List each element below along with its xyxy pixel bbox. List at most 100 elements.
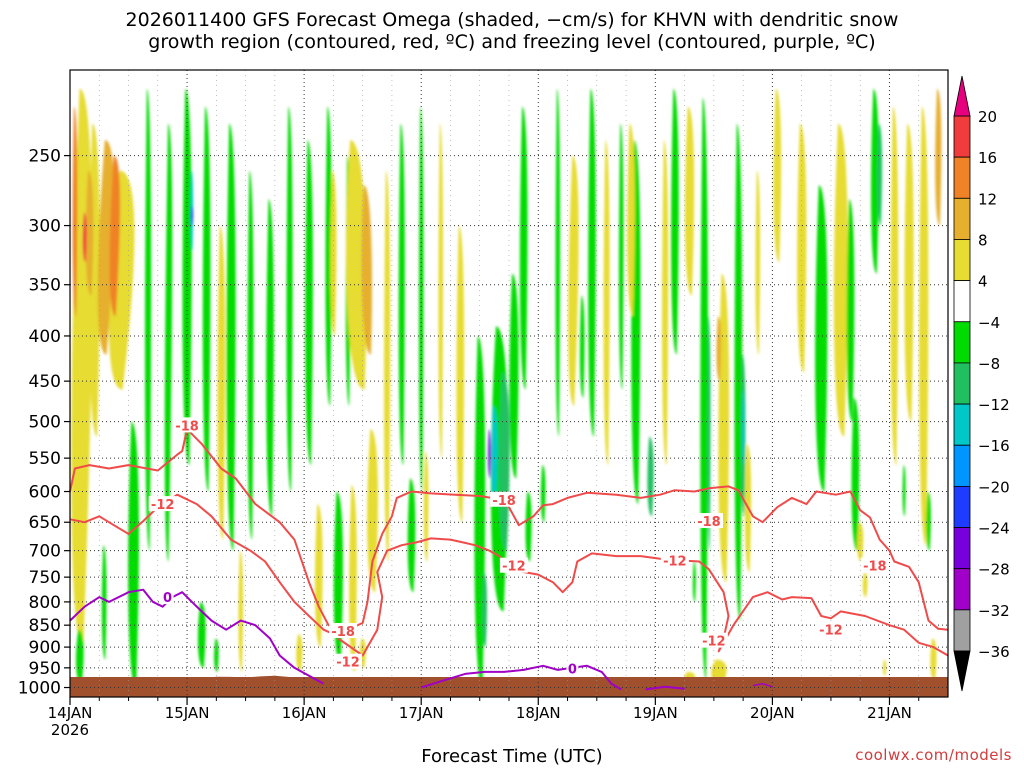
omega-cell-28 xyxy=(346,139,367,390)
colorbar-label-10: −24 xyxy=(978,520,1010,538)
colorbar-band--12_-8 xyxy=(953,362,971,405)
contour-label-minus12-4: -12 xyxy=(663,554,687,569)
contour-label-minus12-3-bg xyxy=(499,557,528,573)
omega-cell-54 xyxy=(568,155,579,406)
omega-cell-74 xyxy=(755,170,761,355)
omega-cell-85 xyxy=(857,522,864,562)
contour-label-minus12-5-bg xyxy=(699,632,728,648)
contour-label-minus12-4-bg xyxy=(660,552,689,568)
omega-cell-84 xyxy=(862,571,868,598)
colorbar-label-2: 12 xyxy=(978,190,997,208)
omega-cell-11 xyxy=(75,629,84,684)
omega-cell-69 xyxy=(718,273,730,583)
omega-cell-9 xyxy=(164,123,173,562)
omega-cell-90 xyxy=(919,106,929,546)
y-tick-label-650: 650 xyxy=(29,513,61,533)
colorbar-label-12: −32 xyxy=(978,602,1010,620)
omega-cell-71 xyxy=(734,123,743,621)
y-tick-label-600: 600 xyxy=(29,483,61,503)
omega-cell-12 xyxy=(101,545,107,660)
omega-cell-16 xyxy=(202,106,211,492)
x-tick-label-2: 16JAN xyxy=(282,704,327,722)
omega-cell-58 xyxy=(618,123,624,390)
y-tick-label-450: 450 xyxy=(29,372,61,392)
y-tick-label-400: 400 xyxy=(29,327,61,347)
contour-label-zero-2-bg xyxy=(566,660,579,676)
x-tick-label-1: 15JAN xyxy=(165,704,210,722)
y-tick-label-500: 500 xyxy=(29,413,61,433)
x-tick-label-3: 17JAN xyxy=(399,704,444,722)
colorbar-label-9: −20 xyxy=(978,478,1010,496)
omega-cell-52 xyxy=(482,571,487,648)
colorbar-label-7: −12 xyxy=(978,396,1010,414)
colorbar-label-1: 16 xyxy=(978,149,997,167)
omega-cell-55 xyxy=(579,295,585,398)
y-tick-label-250: 250 xyxy=(29,147,61,167)
omega-cell-20 xyxy=(217,225,226,540)
contour-zero-a xyxy=(69,588,325,685)
x-tick-label-0: 14JAN xyxy=(48,704,93,722)
contour-label-zero-1-bg xyxy=(161,589,174,605)
omega-cell-87 xyxy=(877,123,883,226)
colorbar-band--28_-24 xyxy=(953,527,971,570)
contour-label-minus12-1-bg xyxy=(148,496,177,512)
contour-label-minus12-6-bg xyxy=(816,621,845,637)
omega-cell-7 xyxy=(72,106,78,317)
omega-cell-57 xyxy=(603,139,610,466)
omega-cell-18 xyxy=(247,170,254,540)
omega-cell-4 xyxy=(109,155,121,317)
ground-surface-top xyxy=(70,675,948,697)
contour-label-minus12-6: -12 xyxy=(819,624,843,639)
omega-cell-78 xyxy=(773,88,782,263)
y-tick-label-300: 300 xyxy=(29,217,61,237)
omega-cell-89 xyxy=(904,123,914,422)
contour-label-zero-1: 0 xyxy=(163,591,172,606)
omega-cell-94 xyxy=(902,465,906,517)
colorbar-label-3: 8 xyxy=(978,231,988,249)
colorbar-band--36_-32 xyxy=(953,609,971,652)
colorbar-under-arrow xyxy=(953,650,971,692)
contour-zero-c xyxy=(645,685,685,691)
omega-cell-70 xyxy=(716,316,722,382)
omega-cell-51 xyxy=(525,491,532,562)
contour-minus18-a xyxy=(69,428,349,631)
omega-cell-61 xyxy=(627,123,635,317)
omega-cell-15 xyxy=(190,205,194,226)
contour-label-minus18-4-bg xyxy=(694,513,723,529)
omega-cell-95 xyxy=(883,659,887,676)
omega-cell-83 xyxy=(846,199,855,422)
x-tick-label-5: 19JAN xyxy=(633,704,678,722)
y-tick-label-800: 800 xyxy=(29,593,61,613)
omega-cell-3 xyxy=(97,139,115,355)
omega-cell-26 xyxy=(325,106,332,406)
chart-title-line-2: growth region (contoured, red, ºC) and f… xyxy=(148,31,876,53)
omega-cell-29 xyxy=(361,185,373,355)
colorbar-label-5: −4 xyxy=(978,314,1000,332)
y-tick-label-550: 550 xyxy=(29,449,61,469)
omega-cell-86 xyxy=(871,88,879,274)
contour-label-minus18-1: -18 xyxy=(175,419,199,434)
contour-label-minus12-1: -12 xyxy=(151,498,175,513)
omega-cell-79 xyxy=(797,123,807,373)
contour-label-zero-2: 0 xyxy=(568,663,577,678)
y-tick-label-700: 700 xyxy=(29,542,61,562)
omega-cell-66 xyxy=(692,561,696,602)
colorbar-band--16_-12 xyxy=(953,403,971,446)
colorbar-band-16_20 xyxy=(953,115,971,158)
omega-cell-47 xyxy=(491,405,498,505)
omega-cell-43 xyxy=(423,451,429,562)
omega-cell-67 xyxy=(700,97,709,680)
colorbar-band--4_4 xyxy=(953,280,971,323)
x-tick-label-6: 20JAN xyxy=(750,704,795,722)
omega-cell-65 xyxy=(684,106,695,296)
omega-cell-17 xyxy=(226,123,236,551)
omega-cell-62 xyxy=(662,139,669,466)
omega-cell-68 xyxy=(707,316,711,551)
contour-zero-d xyxy=(752,682,773,688)
omega-cell-30 xyxy=(330,170,337,336)
x-axis-label: Forecast Time (UTC) xyxy=(421,746,603,767)
y-tick-label-950: 950 xyxy=(29,659,61,679)
y-axis: 2503003504004505005506006507007508008509… xyxy=(18,147,70,699)
omega-cell-63 xyxy=(540,465,546,523)
contour-label-minus18-4: -18 xyxy=(697,515,721,530)
